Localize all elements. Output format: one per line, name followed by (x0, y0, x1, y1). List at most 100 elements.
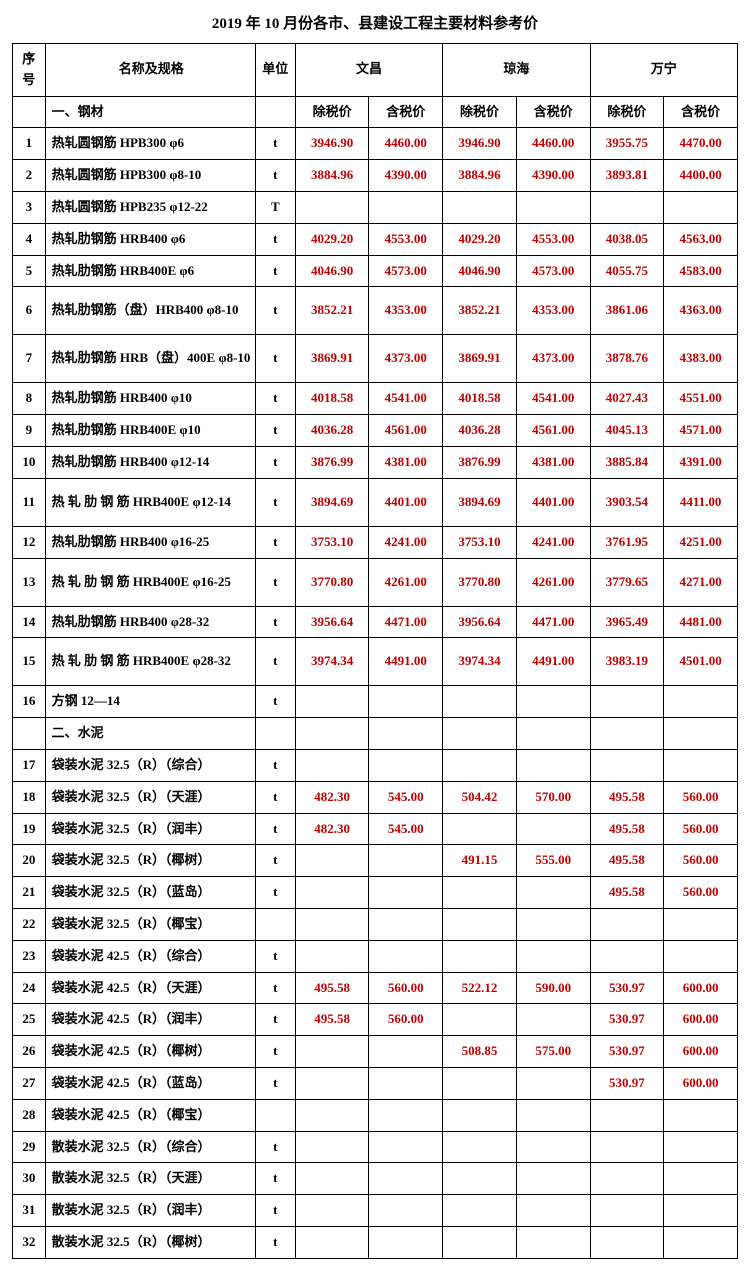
cell-name: 热轧圆钢筋 HPB300 φ8-10 (45, 160, 255, 192)
cell-price: 3770.80 (443, 558, 517, 606)
cell-price: 4029.20 (295, 223, 369, 255)
cell-price: 4571.00 (664, 415, 738, 447)
cell-price: 560.00 (664, 845, 738, 877)
cell-name: 袋装水泥 42.5（R）（天涯） (45, 972, 255, 1004)
cell-price (664, 1163, 738, 1195)
cell-price: 3956.64 (295, 606, 369, 638)
cell-price (443, 908, 517, 940)
cell-price: 4046.90 (443, 255, 517, 287)
cell-price (516, 1099, 590, 1131)
cell-seq: 3 (13, 191, 46, 223)
cell-price (590, 940, 664, 972)
sub-header: 含税价 (664, 96, 738, 128)
cell-price: 4241.00 (369, 526, 443, 558)
cell-price: 3983.19 (590, 638, 664, 686)
cell-unit: t (255, 1195, 295, 1227)
cell-price: 4401.00 (516, 478, 590, 526)
cell-price: 4029.20 (443, 223, 517, 255)
cell-name: 热轧肋钢筋 HRB400 φ16-25 (45, 526, 255, 558)
cell-name: 热轧肋钢筋 HRB400 φ12-14 (45, 446, 255, 478)
cell-price (590, 749, 664, 781)
cell-name: 热轧肋钢筋（盘）HRB400 φ8-10 (45, 287, 255, 335)
page-title: 2019 年 10 月份各市、县建设工程主要材料参考价 (12, 12, 738, 33)
cell-name: 热轧肋钢筋 HRB400 φ28-32 (45, 606, 255, 638)
cell-price (369, 1226, 443, 1258)
cell-price: 4036.28 (443, 415, 517, 447)
cell-price (664, 940, 738, 972)
cell-price (443, 686, 517, 718)
cell-unit: t (255, 686, 295, 718)
section-label: 一、钢材 (45, 96, 255, 128)
cell-price (590, 686, 664, 718)
cell-price: 3869.91 (295, 335, 369, 383)
cell-name: 袋装水泥 32.5（R）（椰树） (45, 845, 255, 877)
cell-price: 3946.90 (295, 128, 369, 160)
cell-price: 3885.84 (590, 446, 664, 478)
cell-price (369, 1195, 443, 1227)
cell-price: 3893.81 (590, 160, 664, 192)
cell-seq: 7 (13, 335, 46, 383)
cell-unit: t (255, 781, 295, 813)
cell-price: 545.00 (369, 781, 443, 813)
cell-price: 4373.00 (369, 335, 443, 383)
cell-price: 530.97 (590, 972, 664, 1004)
cell-seq: 8 (13, 383, 46, 415)
cell-price (369, 1036, 443, 1068)
cell-seq (13, 718, 46, 750)
table-header: 序号 名称及规格 单位 文昌 琼海 万宁 (13, 44, 738, 97)
cell-price (516, 1067, 590, 1099)
cell-unit: t (255, 335, 295, 383)
cell-unit: t (255, 813, 295, 845)
cell-price: 4261.00 (516, 558, 590, 606)
table-row: 27袋装水泥 42.5（R）（蓝岛）t530.97600.00 (13, 1067, 738, 1099)
table-row: 22袋装水泥 32.5（R）（椰宝） (13, 908, 738, 940)
table-row: 16方钢 12—14t (13, 686, 738, 718)
cell-name: 热 轧 肋 钢 筋 HRB400E φ12-14 (45, 478, 255, 526)
cell-price (369, 845, 443, 877)
cell-price: 3955.75 (590, 128, 664, 160)
cell-price: 495.58 (590, 813, 664, 845)
cell-seq: 6 (13, 287, 46, 335)
table-row: 30散装水泥 32.5（R）（天涯）t (13, 1163, 738, 1195)
table-row: 二、水泥 (13, 718, 738, 750)
table-row: 4热轧肋钢筋 HRB400 φ6t4029.204553.004029.2045… (13, 223, 738, 255)
cell-unit: t (255, 446, 295, 478)
cell-price (516, 908, 590, 940)
cell-unit: t (255, 478, 295, 526)
cell-name: 袋装水泥 42.5（R）（综合） (45, 940, 255, 972)
cell-price: 4491.00 (369, 638, 443, 686)
cell-price: 4241.00 (516, 526, 590, 558)
cell-price: 4583.00 (664, 255, 738, 287)
table-row: 25袋装水泥 42.5（R）（润丰）t495.58560.00530.97600… (13, 1004, 738, 1036)
cell-price (369, 1099, 443, 1131)
cell-price: 555.00 (516, 845, 590, 877)
cell-price: 4400.00 (664, 160, 738, 192)
th-city-1: 琼海 (443, 44, 590, 97)
cell-price (295, 1131, 369, 1163)
cell-price: 4491.00 (516, 638, 590, 686)
cell-price (590, 191, 664, 223)
cell-price: 600.00 (664, 1036, 738, 1068)
cell-price (443, 1004, 517, 1036)
cell-seq: 22 (13, 908, 46, 940)
cell-price: 495.58 (295, 1004, 369, 1036)
cell-seq: 20 (13, 845, 46, 877)
cell-price: 4036.28 (295, 415, 369, 447)
cell-price (516, 749, 590, 781)
th-city-2: 万宁 (590, 44, 737, 97)
cell-price: 4541.00 (516, 383, 590, 415)
cell-seq: 17 (13, 749, 46, 781)
table-row: 13热 轧 肋 钢 筋 HRB400E φ16-25t3770.804261.0… (13, 558, 738, 606)
cell-unit: t (255, 128, 295, 160)
cell-seq: 25 (13, 1004, 46, 1036)
cell-price: 4553.00 (516, 223, 590, 255)
cell-price: 3974.34 (443, 638, 517, 686)
cell-price: 4561.00 (516, 415, 590, 447)
cell-seq: 16 (13, 686, 46, 718)
cell-price: 491.15 (443, 845, 517, 877)
cell-price: 4045.13 (590, 415, 664, 447)
cell-price (295, 1226, 369, 1258)
cell-unit: T (255, 191, 295, 223)
cell-price (664, 1195, 738, 1227)
cell-unit: t (255, 526, 295, 558)
